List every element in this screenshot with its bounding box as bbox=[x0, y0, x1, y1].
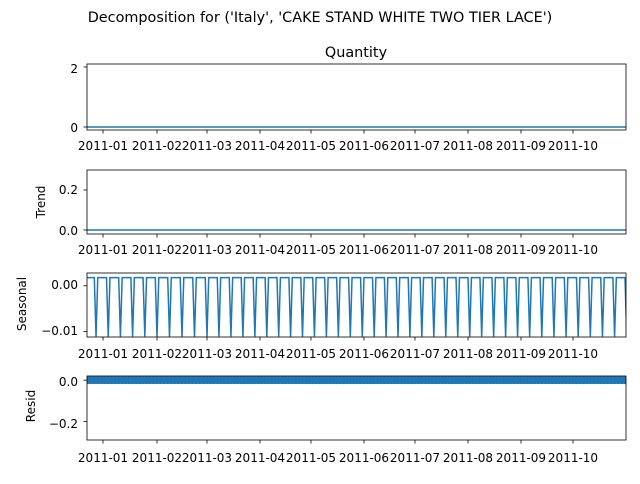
y-tick-label-0: 0.0 bbox=[59, 375, 78, 389]
plot-area bbox=[87, 276, 626, 337]
y-tick-label-1: 2 bbox=[70, 62, 78, 76]
x-tick-label-7: 2011-08 bbox=[443, 243, 493, 257]
x-tick-label-4: 2011-05 bbox=[286, 243, 336, 257]
plot-area bbox=[87, 126, 626, 128]
x-tick-label-4: 2011-05 bbox=[286, 347, 336, 361]
x-tick-label-7: 2011-08 bbox=[443, 347, 493, 361]
x-tick-label-3: 2011-04 bbox=[235, 451, 285, 465]
y-axis-label: Trend bbox=[34, 186, 48, 220]
series-line bbox=[87, 229, 626, 231]
panel-quantity: Quantity 2011-01 2011-02 2011-03 2011-04… bbox=[70, 45, 627, 153]
figure-suptitle: Decomposition for ('Italy', 'CAKE STAND … bbox=[88, 10, 553, 26]
resid-point bbox=[621, 376, 626, 385]
panel-resid: Resid 2011-01 2011-02 2011-03 2011-04 20… bbox=[24, 375, 627, 465]
x-tick-label-7: 2011-08 bbox=[443, 139, 493, 153]
x-tick-label-0: 2011-01 bbox=[78, 347, 128, 361]
x-tick-label-8: 2011-09 bbox=[496, 243, 546, 257]
panel-seasonal: Seasonal 2011-01 2011-02 2011-03 2011-04… bbox=[15, 272, 627, 361]
y-tick-label-0: 0.00 bbox=[51, 278, 78, 292]
x-tick-label-5: 2011-06 bbox=[339, 139, 389, 153]
y-tick-label-1: 0.2 bbox=[59, 183, 78, 197]
y-tick-label-1: −0.2 bbox=[49, 417, 78, 431]
axes-frame bbox=[86, 375, 627, 441]
x-tick-label-1: 2011-02 bbox=[132, 243, 182, 257]
x-tick-label-6: 2011-07 bbox=[390, 139, 440, 153]
x-tick-label-2: 2011-03 bbox=[182, 347, 232, 361]
y-tick-label-1: −0.01 bbox=[41, 324, 78, 338]
x-tick-label-3: 2011-04 bbox=[235, 347, 285, 361]
axes-frame bbox=[86, 63, 627, 131]
x-tick-label-8: 2011-09 bbox=[496, 139, 546, 153]
x-tick-label-9: 2011-10 bbox=[548, 347, 598, 361]
x-tick-label-7: 2011-08 bbox=[443, 451, 493, 465]
x-tick-label-5: 2011-06 bbox=[339, 451, 389, 465]
axes-frame bbox=[86, 272, 627, 338]
axes-frame bbox=[86, 169, 627, 235]
y-tick-label-0: 0 bbox=[70, 121, 78, 135]
x-tick-label-8: 2011-09 bbox=[496, 451, 546, 465]
x-tick-label-6: 2011-07 bbox=[390, 243, 440, 257]
x-tick-label-2: 2011-03 bbox=[182, 139, 232, 153]
x-tick-label-0: 2011-01 bbox=[78, 451, 128, 465]
x-tick-label-3: 2011-04 bbox=[235, 139, 285, 153]
series-line bbox=[87, 126, 626, 128]
x-tick-label-9: 2011-10 bbox=[548, 243, 598, 257]
x-tick-label-1: 2011-02 bbox=[132, 139, 182, 153]
x-tick-label-9: 2011-10 bbox=[548, 139, 598, 153]
plot-area bbox=[87, 376, 626, 385]
y-axis-label: Seasonal bbox=[15, 277, 29, 331]
x-tick-label-1: 2011-02 bbox=[132, 451, 182, 465]
x-tick-label-8: 2011-09 bbox=[496, 347, 546, 361]
x-tick-label-5: 2011-06 bbox=[339, 347, 389, 361]
x-tick-label-4: 2011-05 bbox=[286, 139, 336, 153]
x-tick-label-3: 2011-04 bbox=[235, 243, 285, 257]
x-tick-label-9: 2011-10 bbox=[548, 451, 598, 465]
series-line bbox=[87, 276, 626, 337]
y-axis-label: Resid bbox=[24, 390, 38, 422]
panel-title: Quantity bbox=[325, 45, 388, 61]
x-tick-label-0: 2011-01 bbox=[78, 243, 128, 257]
x-tick-label-5: 2011-06 bbox=[339, 243, 389, 257]
x-tick-label-0: 2011-01 bbox=[78, 139, 128, 153]
x-tick-label-1: 2011-02 bbox=[132, 347, 182, 361]
x-tick-label-4: 2011-05 bbox=[286, 451, 336, 465]
y-tick-label-0: 0.0 bbox=[59, 224, 78, 238]
x-tick-label-2: 2011-03 bbox=[182, 243, 232, 257]
x-tick-label-2: 2011-03 bbox=[182, 451, 232, 465]
x-tick-label-6: 2011-07 bbox=[390, 451, 440, 465]
plot-area bbox=[87, 229, 626, 231]
panel-trend: Trend 2011-01 2011-02 2011-03 2011-04 20… bbox=[34, 169, 627, 257]
x-tick-label-6: 2011-07 bbox=[390, 347, 440, 361]
